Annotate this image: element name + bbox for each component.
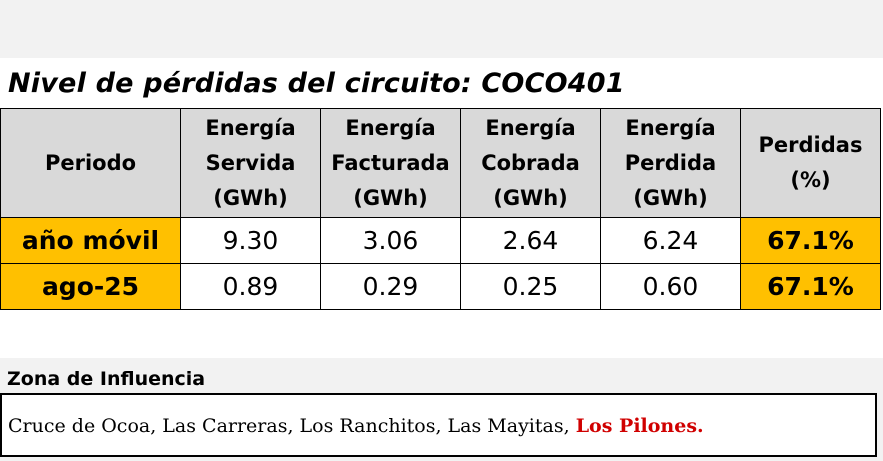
row-period: año móvil [0, 217, 181, 264]
cell-energia-facturada: 3.06 [320, 217, 461, 264]
cell-perdidas-pct: 67.1% [740, 217, 881, 264]
row-period: ago-25 [0, 263, 181, 310]
table-row: año móvil 9.30 3.06 2.64 6.24 67.1% [0, 217, 881, 264]
table-header-row: Periodo Energía Servida (GWh) Energía Fa… [0, 108, 881, 218]
cell-energia-cobrada: 2.64 [460, 217, 601, 264]
cell-energia-servida: 0.89 [180, 263, 321, 310]
zone-label: Zona de Influencia [7, 368, 206, 390]
zone-highlight-place: Los Pilones. [575, 415, 704, 437]
header-energia-cobrada: Energía Cobrada (GWh) [460, 108, 601, 218]
zone-box: Cruce de Ocoa, Las Carreras, Los Ranchit… [0, 393, 877, 457]
cell-energia-perdida: 6.24 [600, 217, 741, 264]
report-title: Nivel de pérdidas del circuito: COCO401 [8, 68, 625, 99]
header-energia-facturada: Energía Facturada (GWh) [320, 108, 461, 218]
cell-energia-cobrada: 0.25 [460, 263, 601, 310]
cell-energia-facturada: 0.29 [320, 263, 461, 310]
cell-energia-servida: 9.30 [180, 217, 321, 264]
losses-table: Periodo Energía Servida (GWh) Energía Fa… [0, 108, 881, 310]
table-row: ago-25 0.89 0.29 0.25 0.60 67.1% [0, 263, 881, 310]
header-energia-servida: Energía Servida (GWh) [180, 108, 321, 218]
header-energia-perdida: Energía Perdida (GWh) [600, 108, 741, 218]
header-periodo: Periodo [0, 108, 181, 218]
zone-places: Cruce de Ocoa, Las Carreras, Los Ranchit… [8, 415, 570, 437]
cell-energia-perdida: 0.60 [600, 263, 741, 310]
header-perdidas-pct: Perdidas (%) [740, 108, 881, 218]
cell-perdidas-pct: 67.1% [740, 263, 881, 310]
